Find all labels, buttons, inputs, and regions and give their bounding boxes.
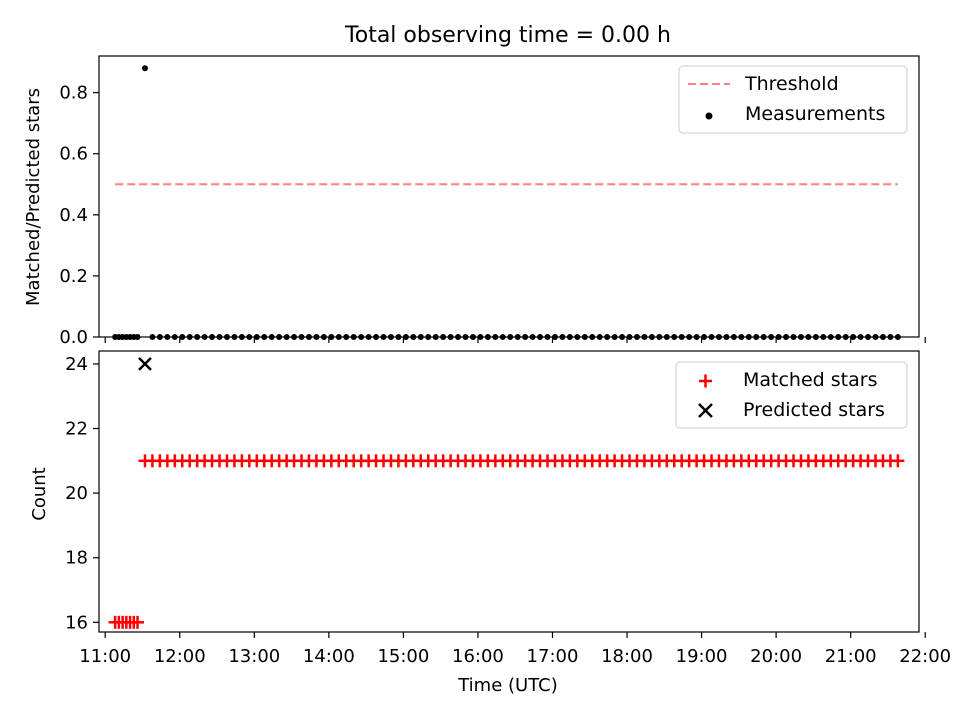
x-tick-label: 22:00 (899, 646, 951, 667)
top-y-tick-label: 0.2 (59, 266, 88, 287)
top-y-tick-label: 0.8 (59, 83, 88, 104)
x-tick-label: 15:00 (377, 646, 429, 667)
bottom-y-tick-label: 22 (65, 419, 88, 440)
x-tick-label: 12:00 (154, 646, 206, 667)
bottom-axis-ticks: 16 18 20 22 24 11:00 12:00 13:00 14:00 15:00 16:00… (65, 354, 951, 667)
legend-measurements-label: Measurements (745, 103, 885, 125)
bottom-y-tick-label: 18 (65, 548, 88, 569)
x-tick-label: 13:00 (228, 646, 280, 667)
x-tick-label: 19:00 (676, 646, 728, 667)
bottom-y-tick-label: 24 (65, 354, 88, 375)
bottom-y-axis-label: Count (29, 467, 50, 520)
legend-predicted-label: Predicted stars (743, 399, 885, 421)
x-tick-label: 18:00 (601, 646, 653, 667)
top-axes-frame (98, 55, 920, 338)
top-axis-ticks: 0.0 0.2 0.4 0.6 0.8 (59, 83, 926, 348)
legend-threshold-label: Threshold (744, 73, 839, 95)
top-panel: Total observing time = 0.00 h 0.00.20.40… (23, 23, 926, 348)
predicted-star-point (138, 357, 152, 371)
bottom-axes-frame (98, 350, 920, 633)
chart-title: Total observing time = 0.00 h (344, 23, 671, 48)
legend-predicted-swatch (698, 403, 713, 418)
x-tick-label: 16:00 (452, 646, 504, 667)
top-legend: Threshold Measurements (678, 65, 908, 134)
x-tick-label: 21:00 (825, 646, 877, 667)
bottom-y-tick-label: 20 (65, 483, 88, 504)
bottom-legend-frame (675, 361, 908, 429)
matched-star-point (131, 615, 145, 629)
top-y-tick-label: 0.6 (59, 144, 88, 165)
top-y-axis-label: Matched/Predicted stars (23, 88, 44, 306)
legend-measurements-swatch (705, 112, 713, 120)
top-y-tick-label: 0.4 (59, 205, 88, 226)
matched-star-point (891, 454, 905, 468)
x-tick-label: 11:00 (79, 646, 131, 667)
top-y-tick-label: 0.0 (59, 327, 88, 348)
bottom-y-tick-label: 16 (65, 612, 88, 633)
legend-matched-swatch (699, 374, 712, 388)
measurement-point (141, 65, 148, 72)
x-tick-label: 14:00 (303, 646, 355, 667)
x-tick-label: 20:00 (750, 646, 802, 667)
x-axis-label: Time (UTC) (457, 675, 558, 696)
bottom-legend: Matched stars Predicted stars (675, 361, 908, 429)
bottom-panel: 16 18 20 22 24 11:00 12:00 13:00 14:00 15:00 16:00… (29, 350, 951, 696)
bottom-plot-area (108, 357, 905, 629)
predicted-star-stroke (138, 357, 152, 371)
legend-matched-label: Matched stars (743, 369, 877, 391)
x-tick-label: 17:00 (527, 646, 579, 667)
top-legend-frame (678, 65, 908, 134)
